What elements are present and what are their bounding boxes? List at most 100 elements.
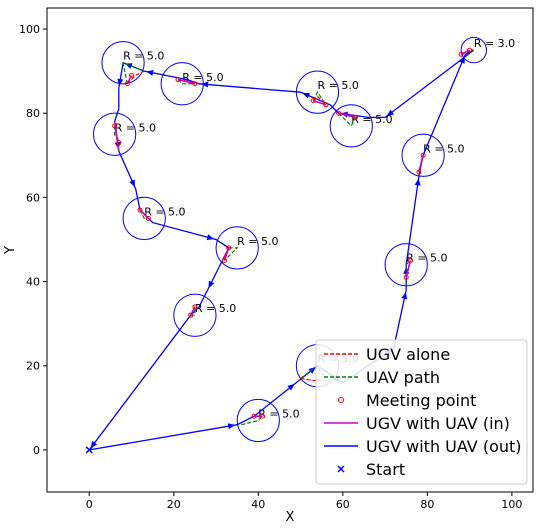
start-marker-stroke [85,446,93,454]
y-tick-label: 0 [33,444,40,457]
radius-label: R = 3.0 [474,37,515,50]
radius-label: R = 5.0 [123,50,164,63]
radius-label: R = 5.0 [195,302,236,315]
path-arrowhead [117,78,124,86]
ugv-in-segment [126,74,133,85]
uav-path-segment [461,49,474,55]
path-arrowhead [201,81,209,88]
legend: UGV alone UAV path Meeting point UGV with U… [315,339,528,485]
legend-handle [338,397,344,403]
legend-handle [337,465,345,473]
meeting-point [192,304,198,310]
meeting-point [416,169,422,175]
meeting-point [407,258,413,264]
radius-circle [401,133,445,177]
y-tick-label: 100 [19,23,40,36]
path-arrowhead [90,440,98,449]
uav-path-segment [224,247,239,261]
ugv-in-segment [405,260,412,278]
meeting-point [226,245,232,251]
ugv-in-segment [418,155,424,173]
x-tick-label: 80 [420,498,434,511]
path-arrowhead [206,234,215,241]
meeting-point [420,152,426,158]
radius-label: R = 5.0 [115,121,156,134]
meeting-point [458,51,464,57]
x-axis-label: X [286,510,295,525]
radius-circle [215,226,259,270]
meeting-point [188,312,194,318]
radius-circle [173,293,217,337]
uav-path-segment [122,61,145,84]
ugv-alone-segment [126,70,145,85]
x-tick-label: 0 [86,498,93,511]
radius-circle [122,196,166,241]
radius-label: R = 5.0 [237,235,278,248]
radius-label: R = 5.0 [423,142,464,155]
path-arrowhead [129,179,135,188]
uav-path-segment [338,112,357,127]
x-tick-label: 100 [501,498,522,511]
meeting-point [129,72,135,78]
axes-frame [46,7,534,493]
radius-label: R = 5.0 [182,71,223,84]
legend-label: UGV alone [366,345,450,364]
path-arrowhead [302,92,311,99]
radius-circle [101,41,145,85]
path-arrowhead [227,423,236,430]
meeting-point [403,274,409,280]
radius-label: R = 5.0 [351,113,392,126]
legend-box [315,339,528,485]
meeting-point [116,140,122,146]
legend-label: Start [366,460,405,479]
meeting-point [336,110,342,116]
y-axis-label: Y [3,246,18,255]
meeting-point [192,81,198,87]
uav-path-segment [405,260,411,278]
radius-circle [460,36,488,64]
path-arrowhead [208,280,215,289]
y-tick-label: 60 [26,191,40,204]
meeting-point [221,258,227,264]
y-tick-label: 40 [26,276,40,289]
radius-label: R = 5.0 [317,79,358,92]
meeting-point [251,413,257,419]
radius-label: R = 5.0 [258,407,299,420]
path-arrowhead [386,109,395,117]
path-arrowhead [287,383,295,391]
meeting-point [145,215,151,221]
start-marker [85,446,93,454]
path-arrowhead [146,69,154,76]
radius-circle [329,104,373,148]
tick-layer: 0 20 40 60 80 100 0 20 40 60 80 100 [19,23,522,511]
y-tick-label: 20 [26,360,40,373]
uav-path-segment [312,91,327,106]
ugv-in-segment [113,121,120,152]
radius-label: R = 5.0 [406,252,447,265]
x-tick-label: 60 [336,498,350,511]
uav-path-segment [190,306,196,316]
meeting-point [323,102,329,108]
meeting-point [112,123,118,129]
meeting-point [137,207,143,213]
radius-circle [92,112,137,156]
path-arrowhead [401,291,408,300]
radius-label: R = 5.0 [144,205,185,218]
ugv-in-segment [177,78,196,85]
path-arrowhead [414,178,421,186]
uav-path-segment [139,209,149,219]
meeting-point [124,81,130,87]
legend-label: Meeting point [366,391,476,410]
ugv-in-segment [338,112,356,119]
legend-label: UGV with UAV (in) [366,414,510,433]
meeting-point [175,77,181,83]
meeting-point [260,413,266,419]
legend-label: UGV with UAV (out) [366,437,522,456]
legend-label: UAV path [366,368,440,387]
x-tick-label: 20 [167,498,181,511]
meeting-point [353,114,359,120]
meeting-point [467,47,473,53]
y-tick-label: 80 [26,107,40,120]
ugv-alone-segment [177,78,196,85]
meeting-point [310,98,316,104]
